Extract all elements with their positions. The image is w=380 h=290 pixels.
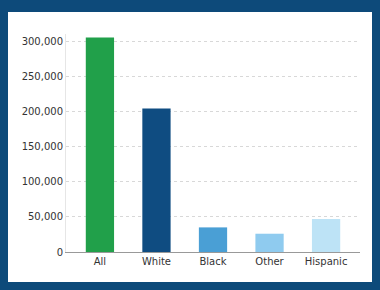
svg-text:Hispanic: Hispanic xyxy=(305,256,348,267)
svg-text:300,000: 300,000 xyxy=(22,36,63,47)
svg-text:150,000: 150,000 xyxy=(22,141,63,152)
svg-text:200,000: 200,000 xyxy=(22,106,63,117)
svg-text:Black: Black xyxy=(199,256,226,267)
svg-text:Other: Other xyxy=(255,256,284,267)
svg-text:250,000: 250,000 xyxy=(22,71,63,82)
svg-text:50,000: 50,000 xyxy=(28,211,63,222)
svg-text:0: 0 xyxy=(57,247,63,258)
svg-text:100,000: 100,000 xyxy=(22,176,63,187)
svg-text:White: White xyxy=(142,256,171,267)
svg-text:All: All xyxy=(94,256,106,267)
